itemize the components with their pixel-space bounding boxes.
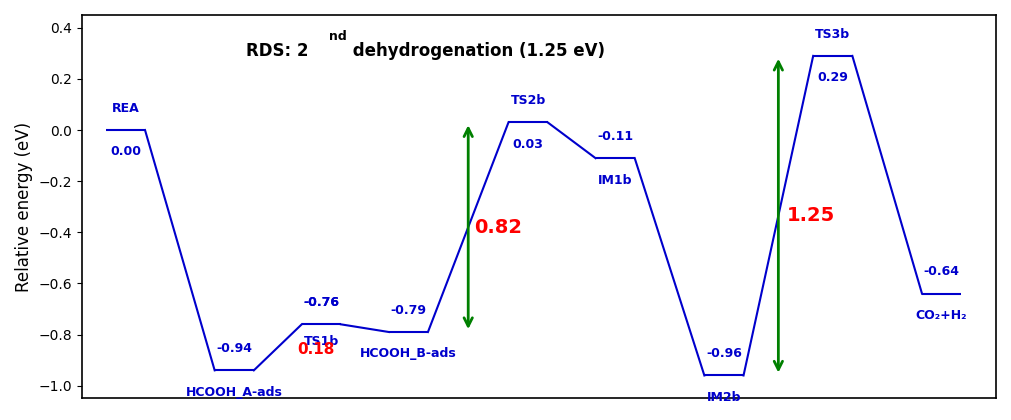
Text: -0.76: -0.76 [303,296,340,309]
Text: 0.00: 0.00 [110,145,141,158]
Text: -0.79: -0.79 [390,304,427,317]
Text: IM2b: IM2b [707,391,741,404]
Text: TS3b: TS3b [815,28,850,41]
Text: HCOOH_A-ads: HCOOH_A-ads [186,386,283,399]
Text: 0.18: 0.18 [297,342,335,357]
Text: -0.76: -0.76 [303,296,340,309]
Text: 1.25: 1.25 [787,206,835,225]
Text: 0.03: 0.03 [513,138,544,151]
Text: 0.29: 0.29 [817,71,848,84]
Text: REA: REA [111,102,140,115]
Text: -0.96: -0.96 [706,347,742,360]
Text: TS2b: TS2b [511,94,546,107]
Text: dehydrogenation (1.25 eV): dehydrogenation (1.25 eV) [347,42,605,60]
Text: 0.82: 0.82 [474,218,522,237]
Y-axis label: Relative energy (eV): Relative energy (eV) [15,122,33,292]
Text: -0.64: -0.64 [924,265,959,278]
Text: -0.94: -0.94 [216,342,253,355]
Text: nd: nd [329,30,347,43]
Text: -0.11: -0.11 [598,130,633,143]
Text: TS1b: TS1b [303,335,339,348]
Text: RDS: 2: RDS: 2 [247,42,309,60]
Text: HCOOH_B-ads: HCOOH_B-ads [360,347,457,360]
Text: IM1b: IM1b [598,173,632,186]
Text: CO₂+H₂: CO₂+H₂ [916,309,968,322]
